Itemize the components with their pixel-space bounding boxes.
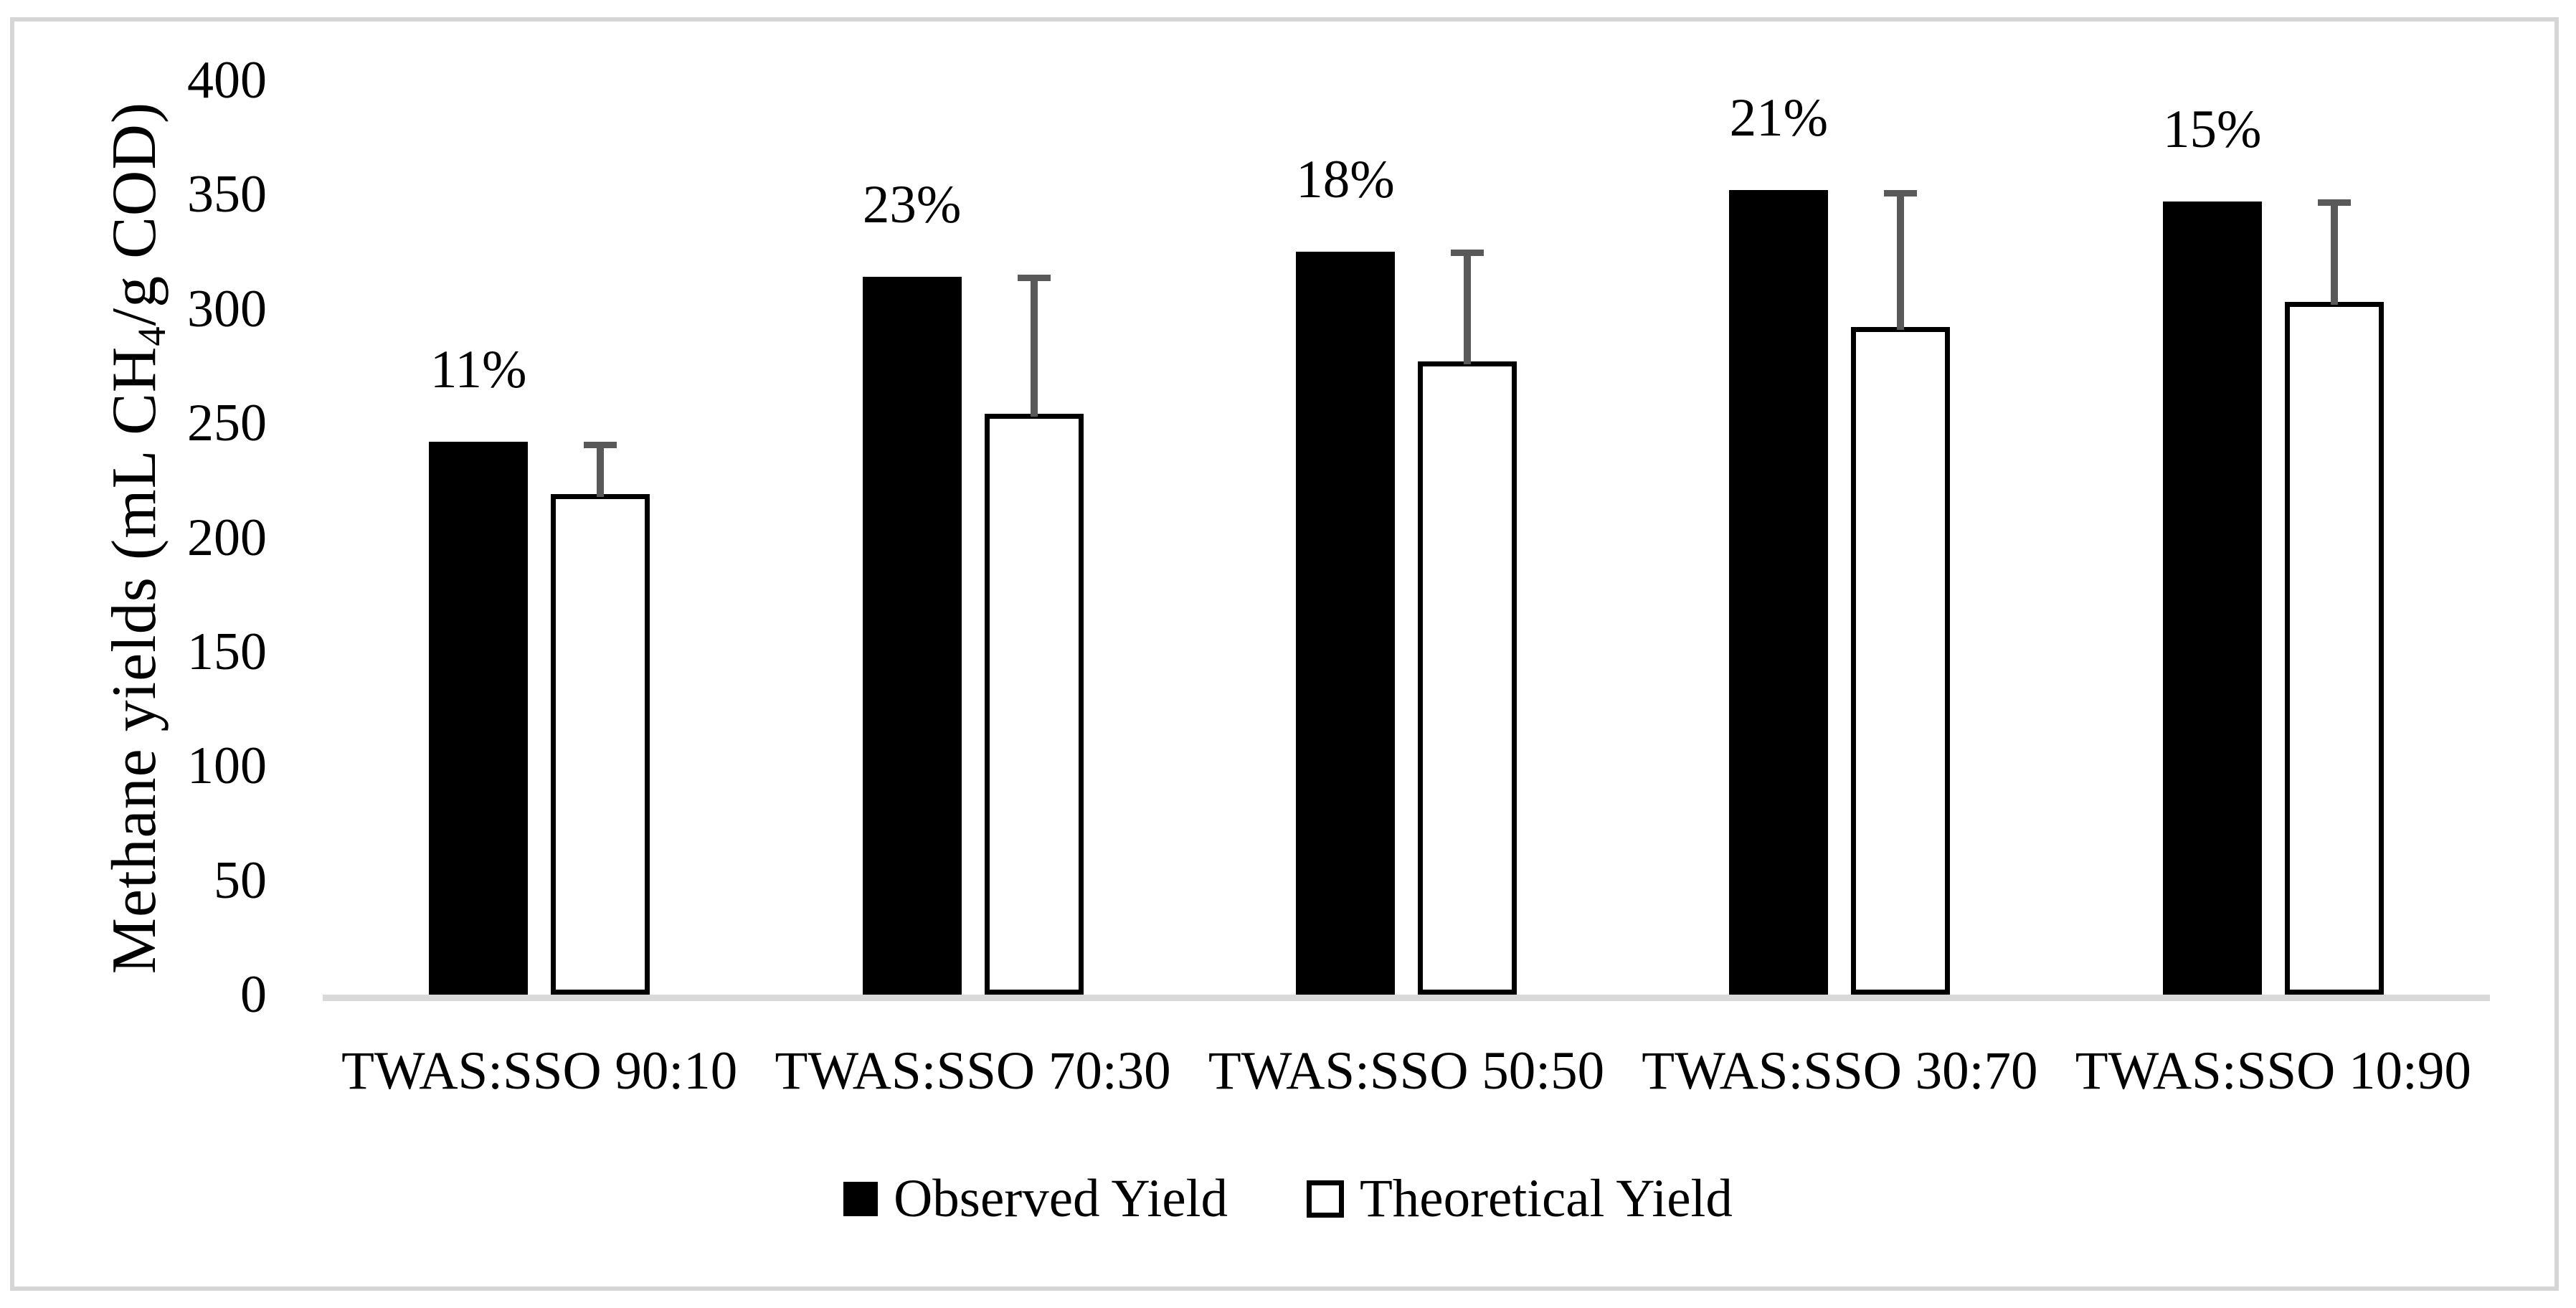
error-bar-cap-3 <box>1884 190 1918 196</box>
bar-theoretical-1 <box>984 414 1084 995</box>
legend-swatch-theoretical-yield <box>1306 1180 1344 1218</box>
legend-item-observed-yield: Observed Yield <box>843 1167 1228 1231</box>
bar-observed-4 <box>2162 201 2262 995</box>
y-tick-label-250: 250 <box>187 394 267 453</box>
category-label-2: TWAS:SSO 50:50 <box>1208 1041 1605 1101</box>
bar-theoretical-0 <box>551 493 650 995</box>
y-tick-label-50: 50 <box>214 850 267 910</box>
category-label-4: TWAS:SSO 10:90 <box>2075 1041 2471 1101</box>
x-axis-line <box>323 995 2490 1001</box>
bar-observed-0 <box>429 441 529 995</box>
bar-theoretical-4 <box>2284 302 2384 995</box>
error-bar-3 <box>1897 190 1905 331</box>
legend-swatch-observed-yield <box>843 1182 879 1216</box>
error-bar-cap-4 <box>2317 199 2351 206</box>
y-tick-label-300: 300 <box>187 279 267 338</box>
bar-theoretical-3 <box>1851 327 1951 995</box>
y-tick-label-200: 200 <box>187 508 267 567</box>
bar-observed-1 <box>862 277 962 995</box>
percent-label-2: 18% <box>1296 150 1395 210</box>
y-tick-label-400: 400 <box>187 51 267 110</box>
percent-label-0: 11% <box>430 339 527 399</box>
error-bar-4 <box>2330 199 2338 305</box>
legend-label-observed-yield: Observed Yield <box>894 1169 1228 1228</box>
legend: Observed Yield Theoretical Yield <box>0 1167 2576 1231</box>
y-tick-label-100: 100 <box>187 736 267 796</box>
error-bar-cap-0 <box>584 441 617 448</box>
category-label-0: TWAS:SSO 90:10 <box>341 1041 738 1101</box>
percent-label-3: 21% <box>1729 88 1829 148</box>
y-tick-label-0: 0 <box>240 965 267 1024</box>
bar-theoretical-2 <box>1418 361 1517 995</box>
category-label-3: TWAS:SSO 30:70 <box>1642 1041 2038 1101</box>
legend-item-theoretical-yield: Theoretical Yield <box>1306 1167 1733 1231</box>
percent-label-4: 15% <box>2163 99 2262 159</box>
bar-observed-3 <box>1729 190 1829 995</box>
y-tick-label-150: 150 <box>187 622 267 681</box>
error-bar-cap-1 <box>1017 274 1051 281</box>
percent-label-1: 23% <box>862 175 962 235</box>
y-tick-label-350: 350 <box>187 165 267 224</box>
error-bar-cap-2 <box>1451 249 1484 256</box>
bar-observed-2 <box>1296 252 1395 995</box>
legend-label-theoretical-yield: Theoretical Yield <box>1359 1169 1733 1228</box>
category-label-1: TWAS:SSO 70:30 <box>775 1041 1171 1101</box>
error-bar-2 <box>1464 249 1471 365</box>
error-bar-1 <box>1030 274 1038 417</box>
figure-border <box>10 17 2559 1291</box>
error-bar-0 <box>597 441 605 497</box>
